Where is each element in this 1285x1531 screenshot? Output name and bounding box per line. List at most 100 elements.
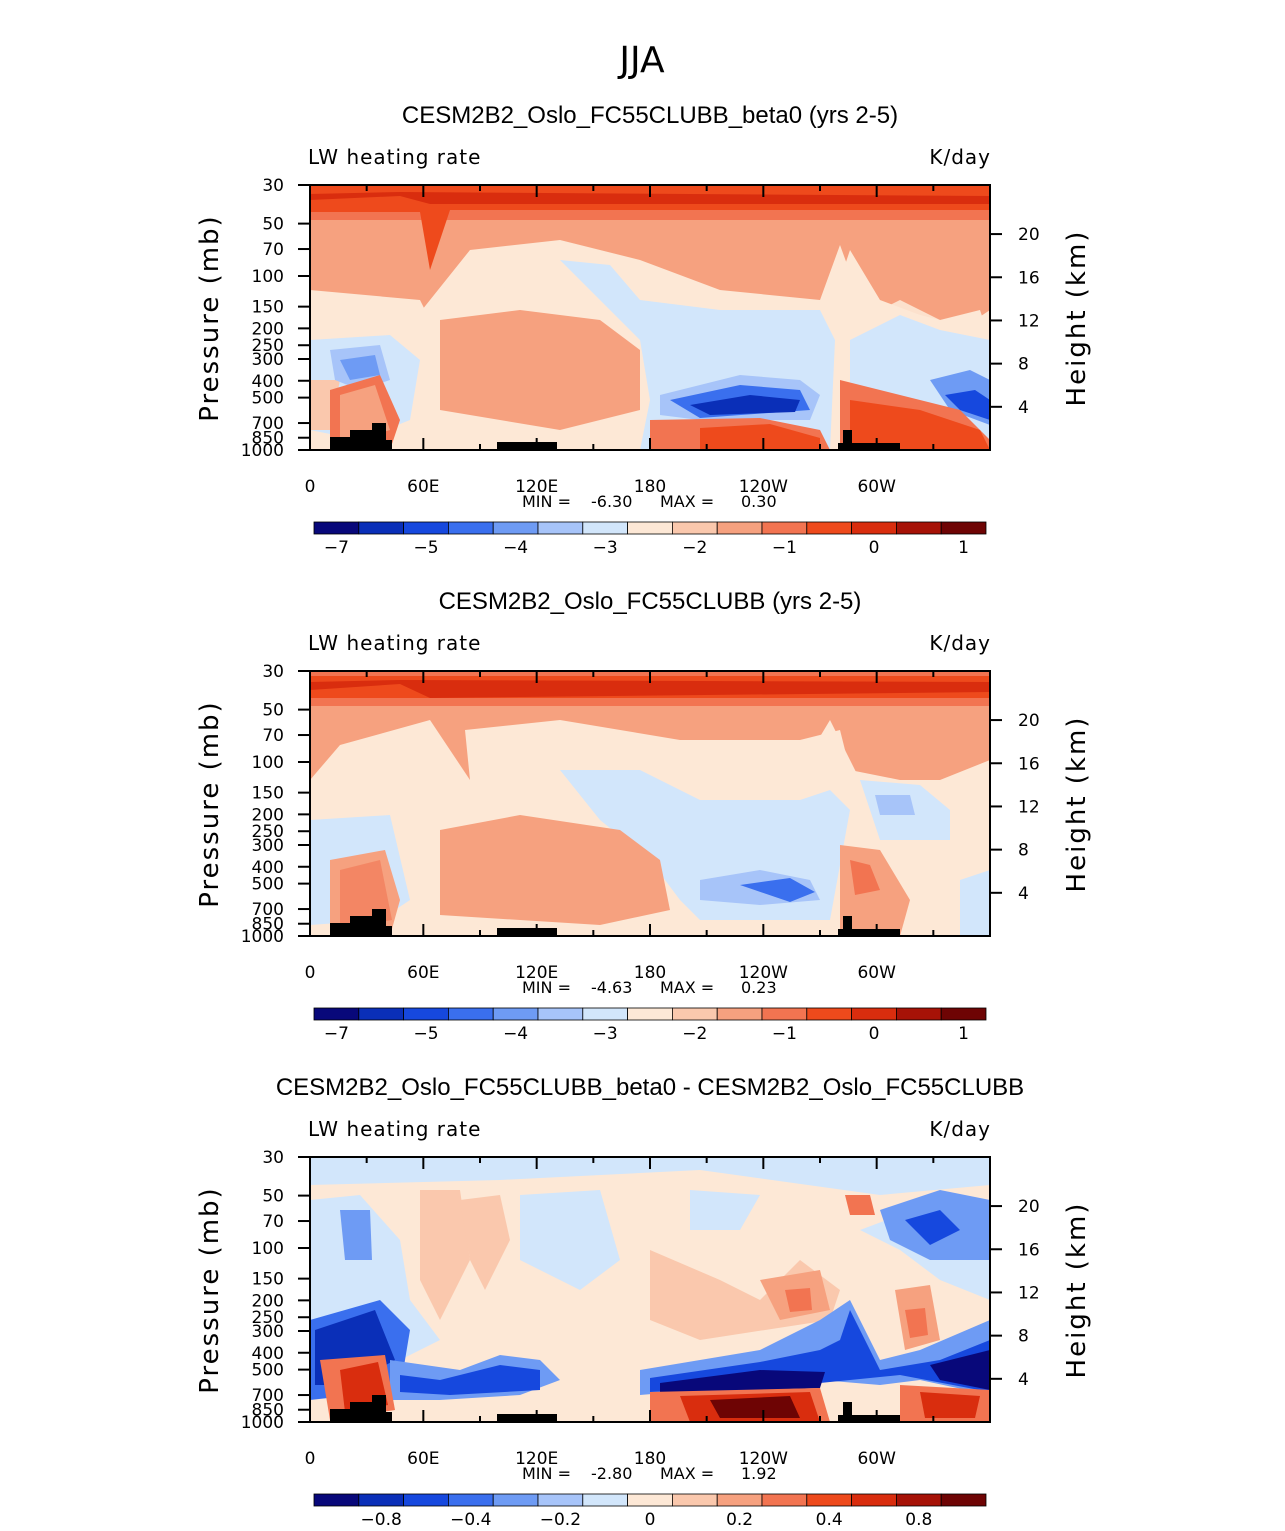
min-label: MIN = (522, 492, 571, 511)
x-tick-label: 60E (407, 477, 439, 497)
y-tick-label: 700 (252, 1386, 284, 1406)
y-tick-label: 100 (252, 267, 284, 287)
y2-tick-label: 4 (1018, 884, 1029, 904)
colorbar-swatch (851, 1007, 897, 1021)
x-tick-label: 120E (515, 477, 558, 497)
colorbar-label: −3 (593, 1024, 618, 1044)
y2-tick-label: 12 (1018, 1283, 1040, 1303)
y-tick-label: 850 (252, 915, 284, 935)
y-tick-label: 50 (262, 701, 284, 721)
colorbar-label: 0 (869, 538, 880, 558)
colorbar-label: −4 (503, 538, 528, 558)
colorbar-label: −2 (682, 538, 707, 558)
y-tick-label: 50 (262, 1187, 284, 1207)
y2-axis-label: Height (km) (1062, 230, 1092, 407)
max-label: MAX = (660, 1464, 714, 1483)
x-tick-label: 180 (634, 963, 666, 983)
colorbar-swatch (627, 521, 673, 535)
x-tick-label: 60W (857, 963, 896, 983)
colorbar-swatch (716, 1493, 763, 1507)
colorbar-swatch (896, 521, 942, 535)
max-value: 0.30 (741, 492, 777, 511)
panel-beta0: CESM2B2_Oslo_FC55CLUBB_beta0 (yrs 2-5) L… (195, 102, 1092, 558)
y-tick-label: 400 (252, 858, 284, 878)
colorbar-swatch (582, 1007, 628, 1021)
colorbar-swatch (851, 521, 897, 535)
colorbar-swatch (716, 1007, 763, 1021)
colorbar-swatch (447, 1007, 494, 1021)
colorbar-swatch (716, 521, 763, 535)
y-axis-label: Pressure (mb) (195, 214, 225, 421)
colorbar-swatch (582, 1493, 628, 1507)
y-tick-label: 70 (262, 726, 284, 746)
colorbar-swatch (627, 1493, 673, 1507)
y-tick-label: 30 (262, 1148, 284, 1168)
y-tick-label: 100 (252, 1239, 284, 1259)
y-tick-label: 850 (252, 429, 284, 449)
x-tick-label: 180 (634, 477, 666, 497)
colorbar-swatch (313, 1493, 360, 1507)
figure-title: JJA (617, 40, 665, 81)
min-label: MIN = (522, 1464, 571, 1483)
colorbar-swatch (537, 521, 584, 535)
y-tick-label: 400 (252, 372, 284, 392)
panel-control: CESM2B2_Oslo_FC55CLUBB (yrs 2-5) LW heat… (195, 588, 1092, 1044)
y-tick-label: 250 (252, 822, 284, 842)
y-tick-label: 1000 (241, 927, 284, 947)
x-tick-label: 0 (305, 477, 316, 497)
colorbar-swatch (940, 1007, 987, 1021)
y-tick-label: 700 (252, 414, 284, 434)
colorbar-swatch (492, 521, 539, 535)
colorbar-swatch (940, 1493, 987, 1507)
colorbar-swatch (761, 1493, 808, 1507)
colorbar-label: −1 (772, 538, 797, 558)
colorbar-label: −7 (324, 1024, 349, 1044)
colorbar-label: −5 (413, 1024, 438, 1044)
y-tick-label: 400 (252, 1344, 284, 1364)
colorbar-swatch (851, 1493, 897, 1507)
y-tick-label: 500 (252, 389, 284, 409)
max-value: 0.23 (741, 978, 777, 997)
y2-tick-label: 8 (1018, 841, 1029, 861)
colorbar-label: 0.2 (726, 1510, 753, 1530)
colorbar-label: 0 (869, 1024, 880, 1044)
y-tick-label: 300 (252, 836, 284, 856)
x-tick-label: 180 (634, 1449, 666, 1469)
colorbar-swatch (896, 1493, 942, 1507)
colorbar-swatch (806, 521, 852, 535)
colorbar-label: −0.4 (450, 1510, 491, 1530)
x-tick-label: 120W (739, 963, 788, 983)
left-label: LW heating rate (308, 1117, 481, 1141)
panel-title: CESM2B2_Oslo_FC55CLUBB_beta0 (yrs 2-5) (402, 102, 898, 129)
colorbar-swatch (313, 521, 360, 535)
colorbar-label: 1 (958, 1024, 969, 1044)
colorbar-swatch (358, 1007, 404, 1021)
colorbar-swatch (672, 1493, 718, 1507)
y2-tick-label: 20 (1018, 1197, 1040, 1217)
y-tick-label: 700 (252, 900, 284, 920)
colorbar-swatch (627, 1007, 673, 1021)
y-tick-label: 200 (252, 1291, 284, 1311)
colorbar-swatch (761, 521, 808, 535)
y-tick-label: 30 (262, 176, 284, 196)
y-tick-label: 70 (262, 1212, 284, 1232)
colorbar-label: −2 (682, 1024, 707, 1044)
colorbar-label: −5 (413, 538, 438, 558)
min-value: -2.80 (591, 1464, 632, 1483)
left-label: LW heating rate (308, 631, 481, 655)
x-tick-label: 60E (407, 963, 439, 983)
colorbar-swatch (358, 1493, 404, 1507)
colorbar-swatch (313, 1007, 360, 1021)
y-tick-label: 150 (252, 298, 284, 318)
colorbar-swatch (582, 521, 628, 535)
x-tick-label: 120W (739, 477, 788, 497)
contour-field (310, 185, 990, 450)
right-label: K/day (929, 631, 991, 655)
colorbar-swatch (492, 1493, 539, 1507)
x-tick-label: 60W (857, 477, 896, 497)
x-tick-label: 120W (739, 1449, 788, 1469)
y-axis-label: Pressure (mb) (195, 700, 225, 907)
x-tick-label: 60E (407, 1449, 439, 1469)
colorbar-swatch (806, 1007, 852, 1021)
colorbar-swatch (492, 1007, 539, 1021)
